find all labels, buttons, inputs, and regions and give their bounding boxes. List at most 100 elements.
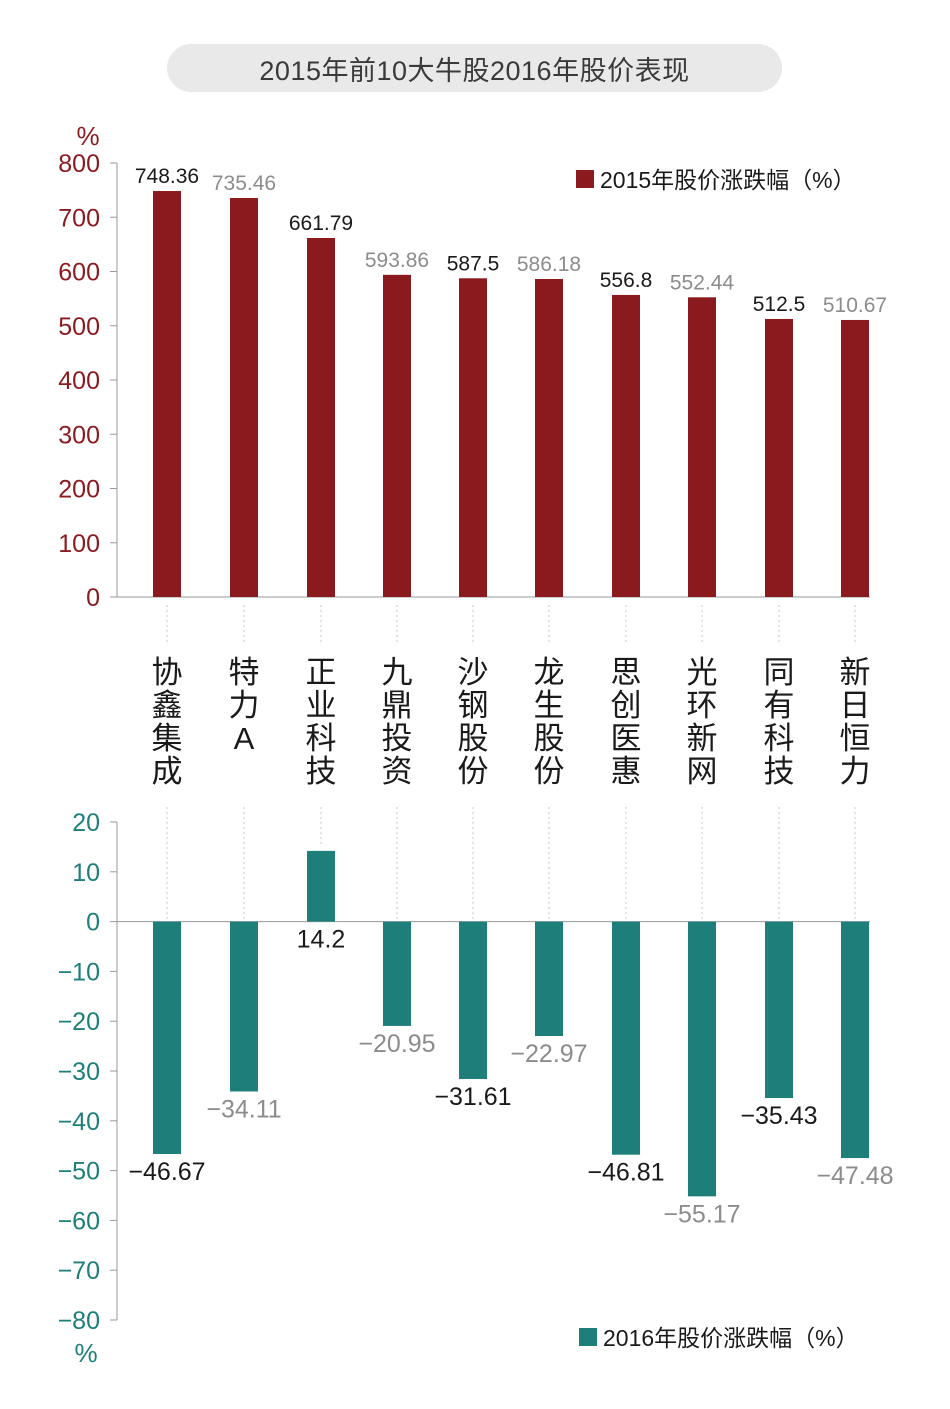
bottom-bar	[459, 921, 487, 1080]
top-y-tick-label: 300	[58, 421, 100, 449]
bottom-bar	[230, 921, 258, 1092]
top-y-tick-label: 200	[58, 476, 100, 504]
category-label-char: 技	[306, 754, 337, 789]
bottom-y-tick-label: 20	[72, 809, 100, 837]
top-bar-value-label: 748.36	[135, 165, 199, 188]
category-label-char: 光	[687, 655, 718, 690]
top-legend-swatch	[576, 170, 594, 188]
category-label-char: 份	[458, 754, 489, 789]
bottom-y-tick-label: −50	[58, 1158, 100, 1186]
category-label-char: 鑫	[152, 688, 183, 723]
category-label-char: 环	[687, 688, 718, 723]
top-bar-value-label: 587.5	[447, 252, 500, 275]
bottom-bar-value-label: 14.2	[297, 926, 346, 954]
category-label-char: 科	[306, 721, 337, 756]
top-bar-value-label: 510.67	[823, 294, 887, 317]
category-label-char: 生	[534, 688, 565, 723]
category-label-char: 股	[534, 721, 565, 756]
chart-title: 2015年前10大牛股2016年股价表现	[259, 55, 690, 86]
top-bar	[688, 297, 716, 597]
category-label-char: 网	[687, 754, 718, 789]
bottom-bar	[307, 850, 335, 922]
bottom-bar-value-label: −46.81	[587, 1159, 664, 1187]
top-y-tick-label: 0	[86, 584, 100, 612]
category-label-char: 思	[611, 655, 642, 690]
bottom-bar	[383, 921, 411, 1026]
top-y-tick-label: 100	[58, 530, 100, 558]
category-label-char: 鼎	[382, 688, 413, 723]
category-label-char: 同	[764, 655, 795, 690]
top-bar	[459, 278, 487, 597]
title-pill: 2015年前10大牛股2016年股价表现	[167, 44, 782, 92]
top-bar	[383, 274, 411, 597]
top-bar-value-label: 556.8	[600, 269, 653, 292]
bottom-y-tick-label: 0	[86, 909, 100, 937]
bottom-y-tick-label: −60	[58, 1207, 100, 1235]
top-bar	[535, 278, 563, 597]
top-bar	[612, 294, 640, 597]
top-y-tick-label: 700	[58, 204, 100, 232]
top-legend-label: 2015年股价涨跌幅（%）	[600, 167, 856, 193]
category-label-char: 技	[764, 754, 795, 789]
category-label-char: 业	[306, 688, 337, 723]
category-label-char: 恒	[840, 721, 871, 756]
category-label-char: A	[234, 721, 255, 756]
top-bar-value-label: 552.44	[670, 271, 735, 294]
top-y-tick-label: 500	[58, 313, 100, 341]
top-y-tick-label: 600	[58, 259, 100, 287]
bottom-bar-value-label: −46.67	[128, 1158, 205, 1186]
bottom-bar	[153, 921, 181, 1155]
category-label-char: 新	[840, 655, 871, 690]
category-label-char: 医	[611, 721, 642, 756]
category-label-char: 份	[534, 754, 565, 789]
top-bar-value-label: 512.5	[753, 293, 806, 316]
bottom-y-tick-label: −70	[58, 1257, 100, 1285]
bottom-bar-value-label: −55.17	[663, 1200, 740, 1228]
top-bar	[230, 198, 258, 598]
category-label-char: 协	[152, 655, 183, 690]
category-label-char: 新	[687, 721, 718, 756]
category-label-char: 正	[306, 655, 337, 690]
bottom-y-tick-label: −30	[58, 1058, 100, 1086]
category-label-char: 有	[764, 688, 795, 723]
bottom-bar-value-label: −35.43	[740, 1102, 817, 1130]
bottom-bar	[688, 921, 716, 1197]
category-label-char: 成	[152, 754, 183, 789]
category-label-char: 特	[229, 655, 260, 690]
category-label-char: 惠	[611, 754, 642, 789]
bottom-y-tick-label: −10	[58, 958, 100, 986]
bottom-y-tick-label: −80	[58, 1307, 100, 1335]
bottom-bar-value-label: −20.95	[358, 1030, 435, 1058]
bottom-y-tick-label: −20	[58, 1008, 100, 1036]
top-y-tick-label: 800	[58, 150, 100, 178]
bottom-bar-value-label: −47.48	[816, 1162, 893, 1190]
bottom-bar-value-label: −34.11	[206, 1095, 281, 1123]
category-label-char: 力	[229, 688, 260, 723]
category-label-char: 日	[840, 688, 871, 723]
top-bar-value-label: 593.86	[365, 249, 429, 272]
top-bar	[841, 319, 869, 597]
category-label-char: 沙	[458, 655, 489, 690]
top-bar-value-label: 735.46	[212, 172, 276, 195]
bottom-legend-swatch	[579, 1328, 597, 1346]
category-label-char: 创	[611, 688, 642, 723]
category-label-char: 集	[152, 721, 183, 756]
bottom-y-tick-label: −40	[58, 1108, 100, 1136]
top-y-unit: %	[76, 121, 99, 151]
category-label-char: 九	[382, 655, 413, 690]
top-bar	[765, 318, 793, 597]
top-bar	[153, 191, 181, 597]
bottom-bar	[612, 921, 640, 1155]
top-bar-value-label: 661.79	[289, 212, 353, 235]
bottom-y-tick-label: 10	[72, 859, 100, 887]
bottom-legend-label: 2016年股价涨跌幅（%）	[603, 1325, 859, 1351]
bottom-y-unit: %	[74, 1338, 97, 1368]
category-label-char: 投	[382, 721, 413, 756]
top-bar-value-label: 586.18	[517, 253, 581, 276]
category-label-char: 股	[458, 721, 489, 756]
bottom-bar-value-label: −22.97	[510, 1040, 587, 1068]
category-label-char: 龙	[534, 655, 565, 690]
bottom-bar	[765, 921, 793, 1099]
category-label-char: 力	[840, 754, 871, 789]
